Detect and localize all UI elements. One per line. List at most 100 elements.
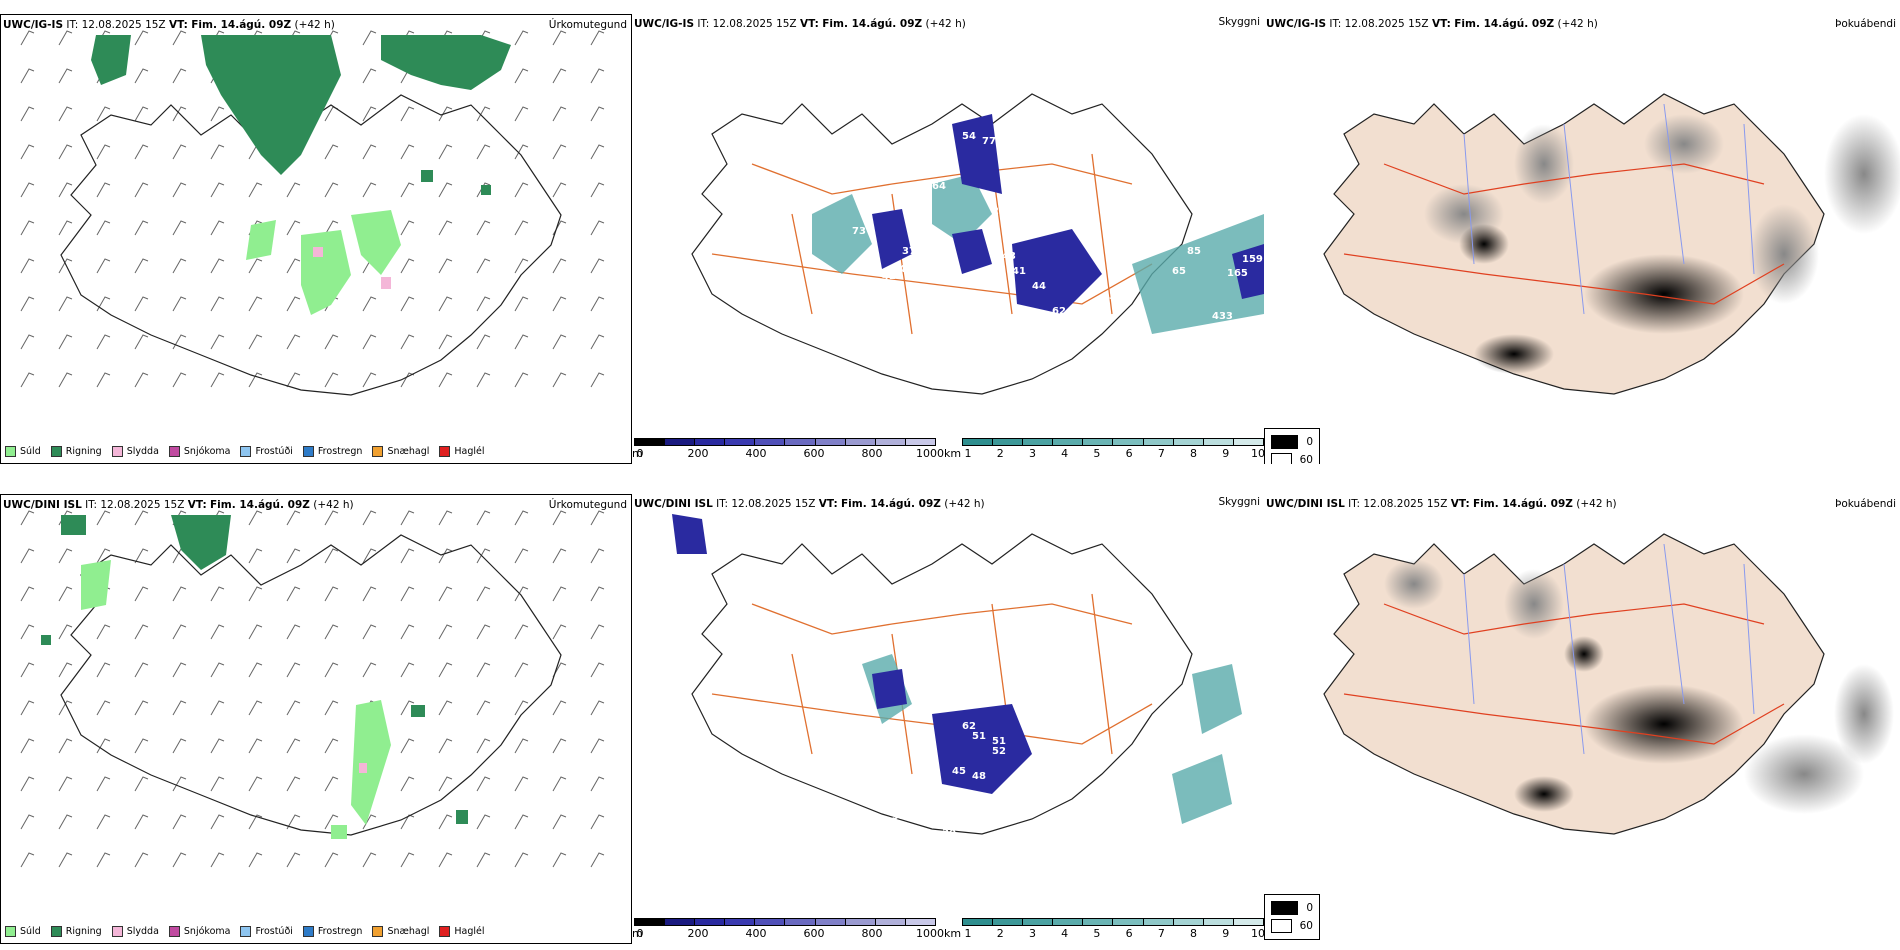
colorbar-box <box>665 919 696 925</box>
valid-time: Fim. 14.ágú. 09Z <box>191 19 292 31</box>
colorbar-box <box>1113 919 1144 925</box>
cloud-legend: 0 60 <box>1264 894 1320 940</box>
colorbar-box <box>695 919 726 925</box>
ceiling-value-label: 28 <box>932 246 946 257</box>
colorbar-box <box>695 439 726 445</box>
legend-item: Haglél <box>439 446 485 457</box>
visibility-colorbar-boxes <box>962 918 1264 926</box>
colorbar-box <box>875 919 906 925</box>
legend-label: Snjókoma <box>183 926 231 937</box>
colorbar-box <box>1143 919 1174 925</box>
colorbar-box <box>1083 919 1114 925</box>
issue-label: IT: <box>1329 18 1342 30</box>
height-colorbar-ticks: 0 200 400 600 800 1000 <box>634 926 944 940</box>
drizzle-areas <box>81 560 391 839</box>
colorbar-tick: 3 <box>1028 447 1036 460</box>
colorbar-tick: 800 <box>861 927 883 940</box>
cloud-legend-swatch <box>1271 453 1292 464</box>
ceiling-value-label: 52 <box>992 746 1006 757</box>
valid-time: Fim. 14.ágú. 09Z <box>1473 498 1573 510</box>
roads <box>1343 163 1785 305</box>
sleet-areas <box>359 763 367 773</box>
lead-time: (+42 h) <box>944 498 985 510</box>
cloud-legend-label: 60 <box>1299 454 1313 464</box>
cloud-legend: 0 60 <box>1264 428 1320 464</box>
height-unit: m <box>632 447 643 460</box>
colorbar-box <box>725 919 756 925</box>
colorbar-box <box>755 919 786 925</box>
legend-label: Frostúði <box>255 446 293 457</box>
cloud-legend-swatch <box>1271 919 1292 933</box>
issue-label: IT: <box>697 18 710 30</box>
panel-header: UWC/DINI ISL IT: 12.08.2025 15Z VT: Fim.… <box>634 498 985 510</box>
lead-time: (+42 h) <box>1557 18 1598 30</box>
ceiling-value-label: 64 <box>932 181 946 192</box>
legend-label: Haglél <box>454 926 485 937</box>
lead-time: (+42 h) <box>925 18 966 30</box>
rivers <box>1463 103 1755 315</box>
model-name: UWC/DINI ISL <box>1266 498 1345 510</box>
legend-label: Frostúði <box>255 926 293 937</box>
ceiling-value-label: 159 <box>1242 254 1263 265</box>
panel-title: Þokuábendi <box>1835 498 1896 510</box>
legend-label: Súld <box>20 926 41 937</box>
cloud-panel-row1: UWC/IG-IS IT: 12.08.2025 15Z VT: Fim. 14… <box>1264 14 1900 464</box>
colorbar-box <box>1173 439 1204 445</box>
panel-title: Skyggni <box>1218 16 1261 28</box>
ceiling-value-label: 77 <box>982 136 996 147</box>
legend-label: Frostregn <box>317 446 363 457</box>
valid-time: Fim. 14.ágú. 09Z <box>841 498 941 510</box>
low-cloud-areas <box>672 514 1032 794</box>
iceland-coastline <box>691 93 1193 395</box>
issue-time: 12.08.2025 15Z <box>1344 18 1429 30</box>
colorbar-box <box>1143 439 1174 445</box>
visibility-colorbar-ticks: 1 2 3 4 5 6 7 8 9 10 <box>962 926 1264 940</box>
colorbar-box <box>1023 919 1054 925</box>
legend-label: Rigning <box>65 446 102 457</box>
cloud-legend-label: 60 <box>1299 920 1313 932</box>
valid-time: Fim. 14.ágú. 09Z <box>210 499 310 511</box>
ceiling-value-label: 10 <box>1132 716 1146 727</box>
colorbar-tick: 2 <box>996 447 1004 460</box>
colorbar-box <box>785 439 816 445</box>
panel-header: UWC/IG-IS IT: 12.08.2025 15Z VT: Fim. 14… <box>3 19 335 31</box>
ceiling-value-label: 47 <box>1112 761 1126 772</box>
legend-label: Snjókoma <box>183 446 231 457</box>
colorbar-box <box>1173 919 1204 925</box>
legend-swatch <box>111 446 123 457</box>
legend-item: Rigning <box>50 926 102 937</box>
ceiling-value-label: 51 <box>972 731 986 742</box>
colorbar-box <box>905 919 935 925</box>
colorbar-box <box>1113 439 1144 445</box>
ceiling-value-label: 41 <box>1012 266 1026 277</box>
colorbar-tick: 600 <box>803 447 825 460</box>
colorbar-tick: 800 <box>861 447 883 460</box>
legend-label: Rigning <box>65 926 102 937</box>
legend-item: Frostúði <box>240 446 293 457</box>
height-colorbar-ticks: 0 200 400 600 800 1000 <box>634 446 944 460</box>
lead-time: (+42 h) <box>294 19 335 31</box>
valid-time: Fim. 14.ágú. 09Z <box>822 18 923 30</box>
low-cloud-areas <box>872 114 1264 314</box>
legend-item: Snjókoma <box>168 446 231 457</box>
model-name: UWC/IG-IS <box>1266 18 1327 30</box>
ceiling-value-label: 53 <box>892 811 906 822</box>
panel-title: Skyggni <box>1218 496 1261 508</box>
legend-item: Haglél <box>439 926 485 937</box>
cloud-panel-row2: UWC/DINI ISL IT: 12.08.2025 15Z VT: Fim.… <box>1264 494 1900 944</box>
ceiling-value-label: 129 <box>942 316 963 327</box>
cloud-legend-row: 60 <box>1271 917 1313 935</box>
ceiling-value-label: 63 <box>932 356 946 367</box>
ceiling-value-label: 62 <box>962 721 976 732</box>
panel-header: UWC/DINI ISL IT: 12.08.2025 15Z VT: Fim.… <box>1266 498 1617 510</box>
colorbar-tick: 0 <box>636 447 644 460</box>
colorbar-box <box>993 439 1024 445</box>
ceiling-value-label: 65 <box>1172 266 1186 277</box>
legend-item: Frostregn <box>302 926 362 937</box>
colorbar-box <box>963 919 994 925</box>
legend-swatch <box>5 926 16 937</box>
colorbar-tick: 9 <box>1222 447 1230 460</box>
cloud-legend-label: 0 <box>1306 902 1313 914</box>
legend-label: Snæhagl <box>387 926 430 937</box>
